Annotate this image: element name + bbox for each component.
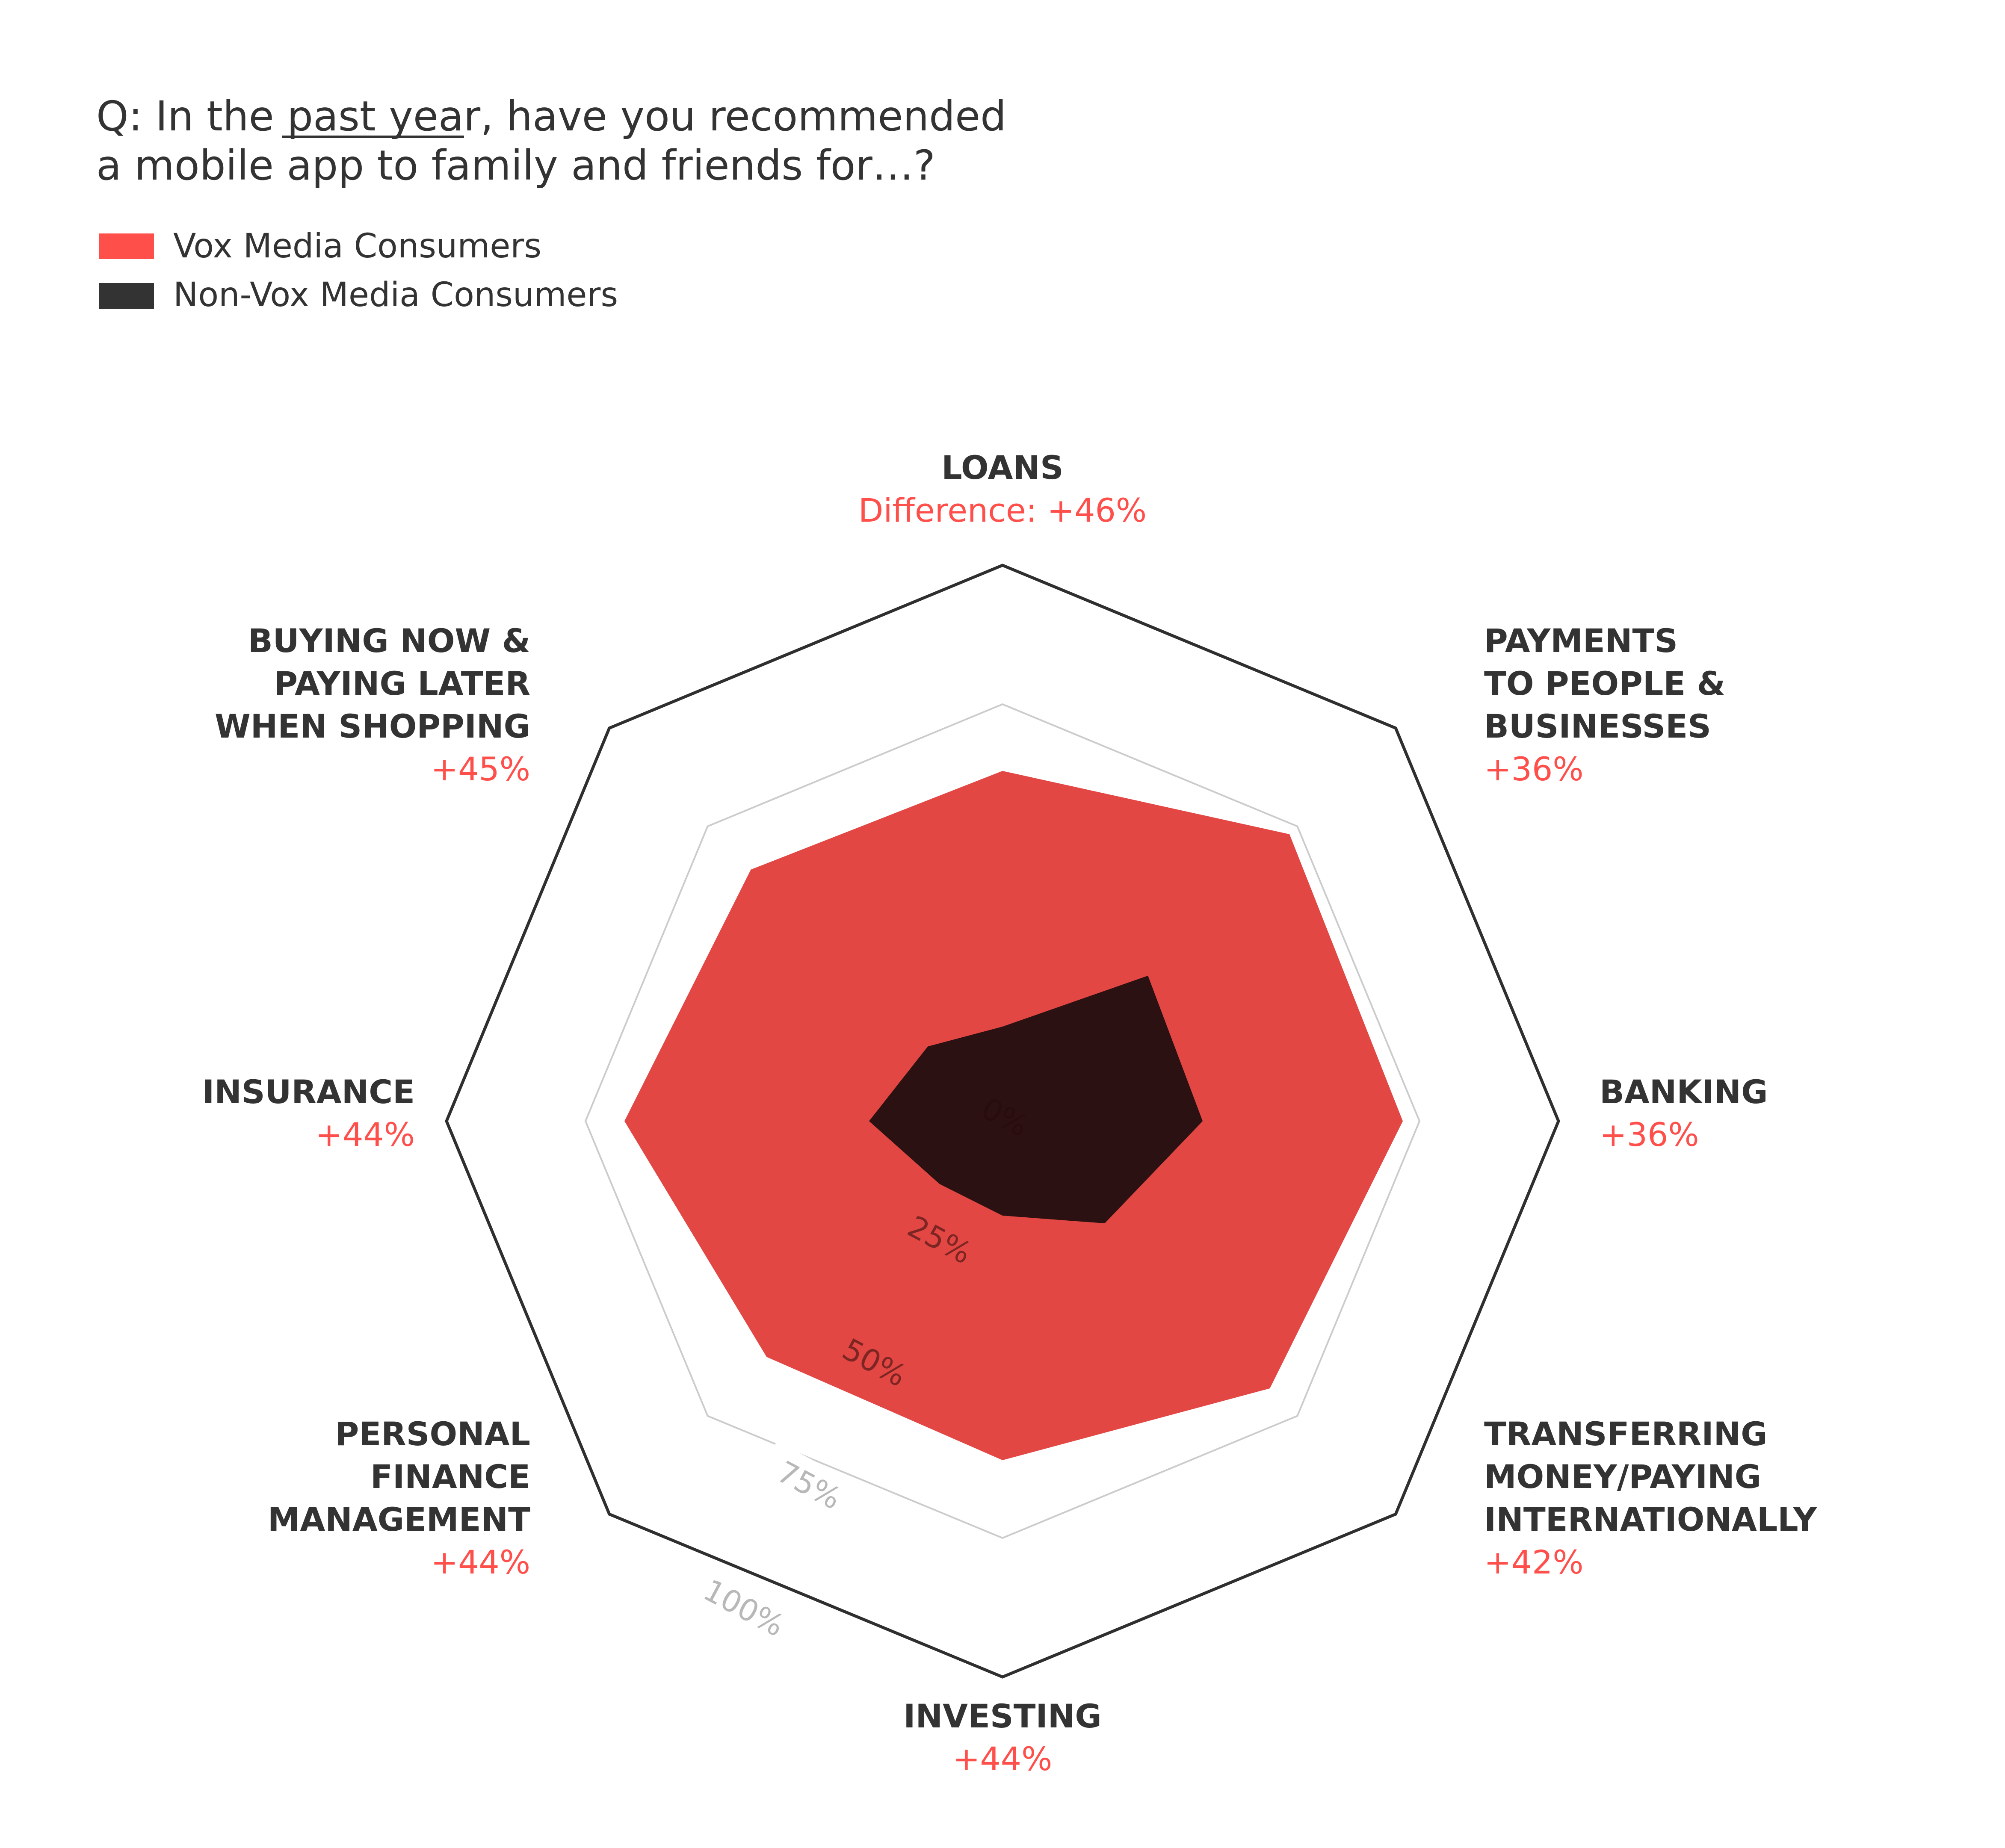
axis-label-group: LOANS Difference: +46% — [858, 449, 1147, 529]
chart-title: Q: In the past year, have you recommende… — [96, 92, 1006, 189]
tick-label-background-75 — [757, 1441, 864, 1523]
grid-ring-75 — [584, 703, 1421, 1539]
title-line-2: a mobile app to family and friends for…? — [96, 142, 935, 189]
axis-difference-label: +36% — [1484, 750, 1584, 788]
svg-text:Q: In the past year, have you: Q: In the past year, have you recommende… — [96, 92, 1006, 140]
title-prefix: Q: In the — [96, 92, 287, 140]
legend-swatch-non-vox — [99, 283, 154, 309]
legend-swatch-vox — [99, 233, 154, 259]
axis-difference-label: +44% — [315, 1116, 415, 1154]
legend-label-non-vox: Non-Vox Media Consumers — [173, 276, 618, 314]
axis-label-line: PAYING LATER — [274, 664, 530, 703]
axis-difference-label: +45% — [431, 750, 530, 788]
axis-difference-label: Difference: +46% — [858, 491, 1147, 529]
title-suffix: , have you recommended — [480, 92, 1006, 140]
axis-label-group: BANKING +36% — [1600, 1073, 1768, 1154]
radar-axis-labels: LOANS Difference: +46% PAYMENTS TO PEOPLE &… — [202, 449, 1817, 1778]
axis-label-line: BUYING NOW & — [248, 622, 530, 660]
axis-label-line: PAYMENTS — [1484, 622, 1678, 660]
axis-label-line: MONEY/PAYING — [1484, 1458, 1761, 1496]
grid-ring-100 — [445, 564, 1560, 1679]
axis-label-line: PERSONAL — [335, 1415, 530, 1453]
axis-label-line: TO PEOPLE & — [1484, 664, 1725, 703]
axis-difference-label: +42% — [1484, 1543, 1584, 1581]
tick-label-background-100 — [692, 1564, 799, 1646]
axis-label-group: INVESTING +44% — [903, 1697, 1101, 1778]
axis-difference-label: +44% — [953, 1740, 1053, 1778]
axis-label-line: LOANS — [941, 449, 1063, 487]
axis-label-line: FINANCE — [370, 1458, 530, 1496]
axis-label-line: TRANSFERRING — [1484, 1415, 1768, 1453]
axis-label-group: INSURANCE +44% — [202, 1073, 415, 1154]
axis-label-line: BANKING — [1600, 1073, 1768, 1111]
legend-label-vox: Vox Media Consumers — [173, 227, 541, 266]
axis-label-line: INVESTING — [903, 1697, 1101, 1735]
axis-label-group: PERSONAL FINANCE MANAGEMENT +44% — [268, 1415, 530, 1581]
axis-label-line: WHEN SHOPPING — [215, 707, 530, 745]
axis-label-group: TRANSFERRING MONEY/PAYING INTERNATIONALLY +… — [1484, 1415, 1817, 1581]
axis-difference-label: +36% — [1600, 1116, 1699, 1154]
axis-label-group: BUYING NOW & PAYING LATER WHEN SHOPPING +45… — [215, 622, 530, 788]
series-area-non-vox — [869, 975, 1203, 1224]
axis-label-line: INSURANCE — [202, 1073, 415, 1111]
axis-label-line: BUSINESSES — [1484, 707, 1711, 745]
legend: Vox Media Consumers Non-Vox Media Consum… — [99, 227, 618, 314]
axis-label-line: MANAGEMENT — [268, 1500, 530, 1538]
axis-label-group: PAYMENTS TO PEOPLE & BUSINESSES +36% — [1484, 622, 1725, 788]
title-underlined: past year — [287, 92, 481, 140]
axis-difference-label: +44% — [431, 1543, 530, 1581]
axis-label-line: INTERNATIONALLY — [1484, 1500, 1817, 1538]
radar-series — [624, 771, 1403, 1460]
